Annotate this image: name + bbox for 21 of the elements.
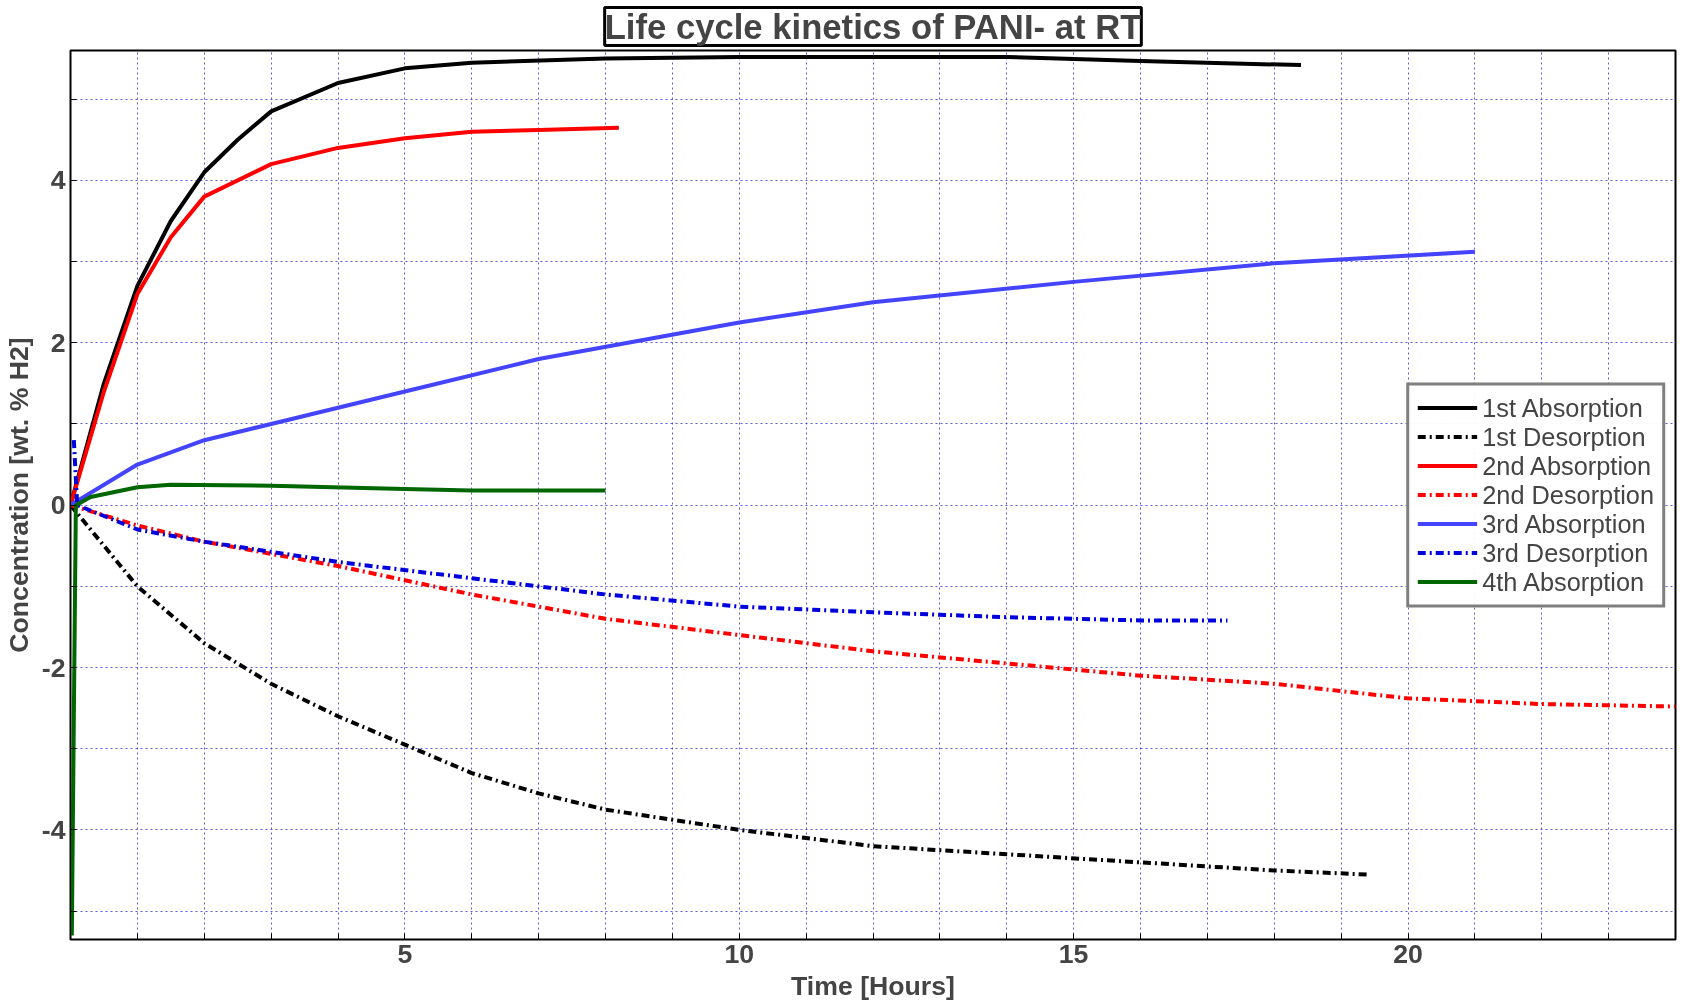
legend-label: 4th Absorption — [1482, 567, 1645, 596]
x-tick-label: 5 — [397, 938, 413, 969]
x-tick-label: 20 — [1393, 938, 1423, 969]
y-tick-label: 2 — [50, 327, 66, 358]
legend-label: 1st Desorption — [1482, 422, 1646, 451]
line-series — [70, 482, 608, 938]
line-series — [70, 249, 1477, 508]
line-series — [71, 438, 1230, 623]
legend-label: 3rd Absorption — [1482, 509, 1646, 538]
y-tick-label: -4 — [41, 814, 66, 845]
legend-label: 2nd Desorption — [1482, 480, 1654, 509]
x-tick-label: 15 — [1058, 938, 1089, 969]
y-tick-label: 4 — [50, 165, 66, 196]
legend-label: 3rd Desorption — [1482, 538, 1649, 567]
y-tick-label: -2 — [41, 652, 66, 683]
y-axis-title: Concentration [wt. % H2] — [3, 337, 34, 653]
x-axis-title: Time [Hours] — [791, 970, 955, 1001]
y-tick-label: 0 — [50, 490, 66, 521]
x-tick-label: 10 — [724, 938, 755, 969]
legend-label: 2nd Absorption — [1482, 451, 1652, 480]
legend-label: 1st Absorption — [1482, 393, 1643, 422]
